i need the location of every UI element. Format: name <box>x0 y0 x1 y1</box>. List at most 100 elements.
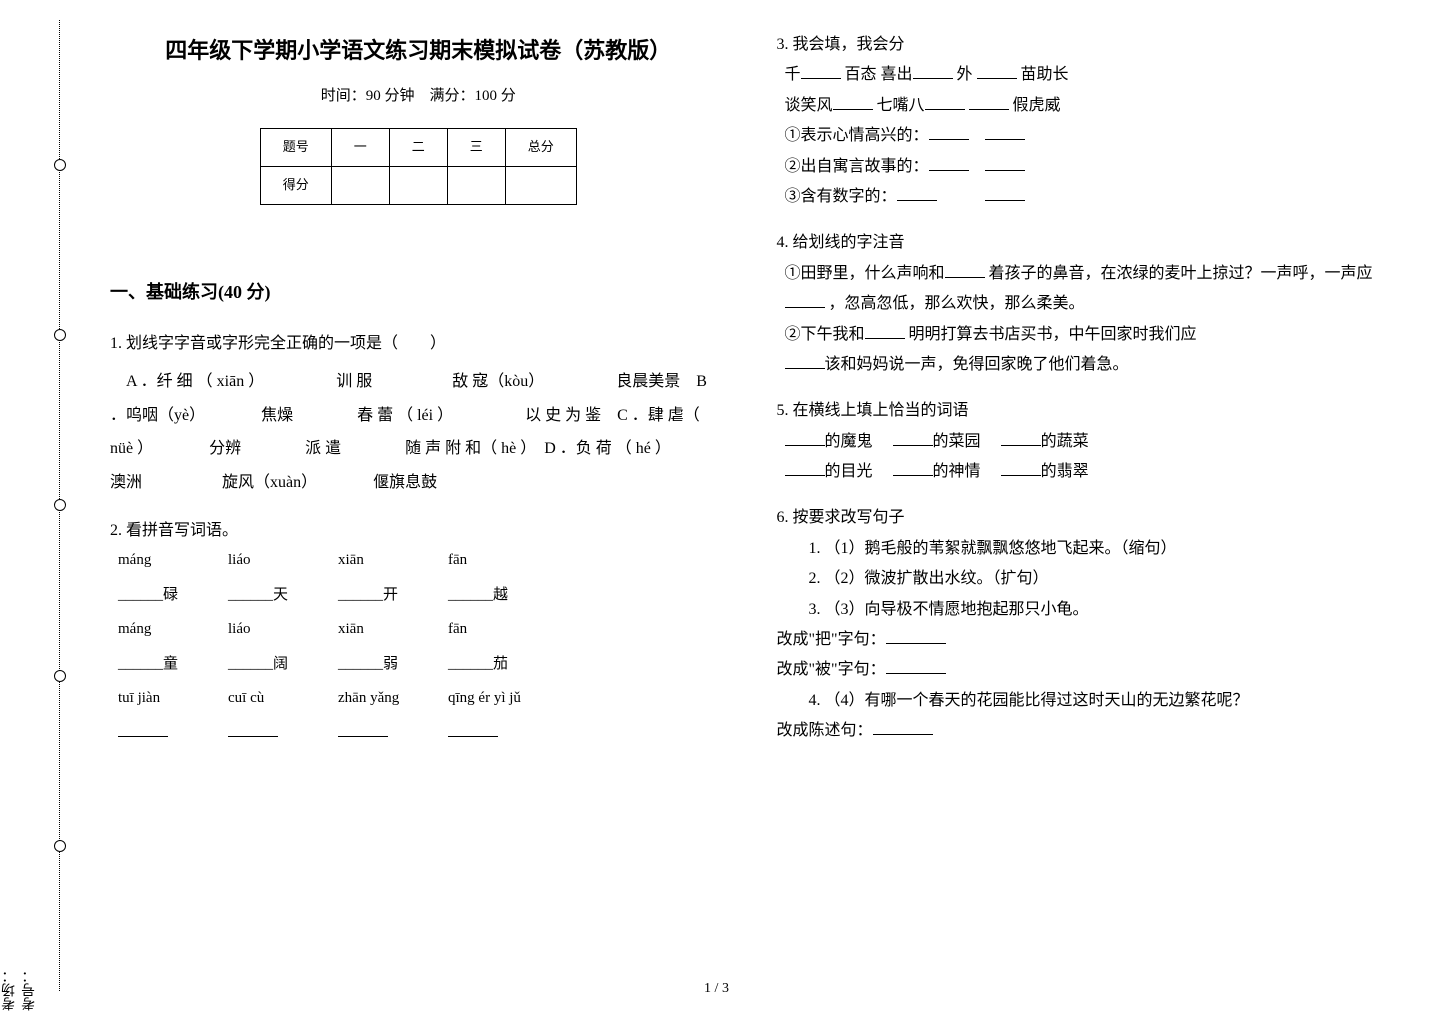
q3-cat-label: ②出自寓言故事的： <box>785 158 929 175</box>
q6-stem: 6. 按要求改写句子 <box>777 503 1394 533</box>
q3-stem: 3. 我会填，我会分 <box>777 30 1394 60</box>
q5-body: 的魔鬼 的菜园 的蔬菜 的目光 的神情 的翡翠 <box>785 427 1394 488</box>
q3-frag: 苗助长 <box>1021 66 1069 83</box>
q3-frag: 谈笑风 <box>785 97 833 114</box>
question-1: 1. 划线字字音或字形完全正确的一项是（ ） A ．纤 细 （ xiān ） 训… <box>110 329 727 500</box>
q5-word: 的菜园 <box>933 433 981 450</box>
q3-cat2: ②出自寓言故事的： <box>785 152 1394 182</box>
worksheet: 四年级下学期小学语文练习期末模拟试卷（苏教版） 时间：90 分钟 满分：100 … <box>100 0 1433 1011</box>
q3-frag: 百态 喜出 <box>845 66 913 83</box>
pinyin-cell: ______越 <box>448 581 538 610</box>
score-cell <box>331 166 389 204</box>
score-cell <box>389 166 447 204</box>
q3-line2: 谈笑风 七嘴八 假虎威 <box>785 91 1394 121</box>
q5-word: 的神情 <box>933 463 981 480</box>
q6-s1: 1. （1）鹅毛般的苇絮就飘飘悠悠地飞起来。（缩句） <box>809 534 1394 564</box>
q3-cat-label: ①表示心情高兴的： <box>785 127 929 144</box>
question-4: 4. 给划线的字注音 ①田野里，什么声响和 着孩子的鼻音，在浓绿的麦叶上掠过？一… <box>777 228 1394 380</box>
score-col: 一 <box>331 129 389 167</box>
score-col: 二 <box>389 129 447 167</box>
question-2: 2. 看拼音写词语。 máng liáo xiān fān ______碌 __… <box>110 516 727 747</box>
pinyin-cell: fān <box>448 615 538 644</box>
pinyin-cell: zhān yǎng <box>338 684 428 713</box>
pinyin-cell: ______茄 <box>448 650 538 679</box>
q3-cat3: ③含有数字的： <box>785 182 1394 212</box>
left-column: 四年级下学期小学语文练习期末模拟试卷（苏教版） 时间：90 分钟 满分：100 … <box>110 30 727 991</box>
pinyin-cell <box>118 719 208 748</box>
q3-body: 千 百态 喜出 外 苗助长 谈笑风 七嘴八 假虎威 ①表示心情高兴的： ②出自寓… <box>785 60 1394 212</box>
q3-frag: 千 <box>785 66 801 83</box>
q3-frag: 外 <box>957 66 977 83</box>
score-col: 题号 <box>260 129 331 167</box>
pinyin-cell <box>448 719 538 748</box>
pinyin-cell: ______童 <box>118 650 208 679</box>
q4-body: ①田野里，什么声响和 着孩子的鼻音，在浓绿的麦叶上掠过？一声呼，一声应 ，忽高忽… <box>785 259 1394 381</box>
score-cell <box>447 166 505 204</box>
q4-frag: ①田野里，什么声响和 <box>785 265 945 282</box>
score-cell <box>505 166 576 204</box>
question-6: 6. 按要求改写句子 1. （1）鹅毛般的苇絮就飘飘悠悠地飞起来。（缩句） 2.… <box>777 503 1394 746</box>
right-column: 3. 我会填，我会分 千 百态 喜出 外 苗助长 谈笑风 七嘴八 假虎威 ①表示… <box>777 30 1394 991</box>
pinyin-cell: ______阔 <box>228 650 318 679</box>
q1-stem: 1. 划线字字音或字形完全正确的一项是（ ） <box>110 329 727 359</box>
q6-s4: 4. （4）有哪一个春天的花园能比得过这时天山的无边繁花呢？ <box>809 686 1394 716</box>
section-heading: 一、基础练习(40 分) <box>110 275 727 309</box>
q3-line1: 千 百态 喜出 外 苗助长 <box>785 60 1394 90</box>
q5-stem: 5. 在横线上填上恰当的词语 <box>777 396 1394 426</box>
q6-label: 改成"被"字句： <box>777 661 886 678</box>
q6-bei: 改成"被"字句： <box>777 655 1394 685</box>
q5-word: 的翡翠 <box>1041 463 1089 480</box>
binding-label: 考场： <box>0 0 20 1011</box>
pinyin-cell: ______弱 <box>338 650 428 679</box>
q3-cat-label: ③含有数字的： <box>785 188 897 205</box>
page-title: 四年级下学期小学语文练习期末模拟试卷（苏教版） <box>110 30 727 72</box>
q4-frag: ，忽高忽低，那么欢快，那么柔美。 <box>829 295 1085 312</box>
table-row: 得分 <box>260 166 576 204</box>
pinyin-cell: máng <box>118 546 208 575</box>
q5-word: 的魔鬼 <box>825 433 873 450</box>
pinyin-cell: máng <box>118 615 208 644</box>
q2-stem: 2. 看拼音写词语。 <box>110 516 727 546</box>
pinyin-cell: ______开 <box>338 581 428 610</box>
q4-frag: ②下午我和 <box>785 326 865 343</box>
page-number: 1 / 3 <box>704 981 729 997</box>
question-3: 3. 我会填，我会分 千 百态 喜出 外 苗助长 谈笑风 七嘴八 假虎威 ①表示… <box>777 30 1394 212</box>
pinyin-cell: ______碌 <box>118 581 208 610</box>
pinyin-cell <box>228 719 318 748</box>
pinyin-cell: tuī jiàn <box>118 684 208 713</box>
binding-label: 考号： <box>20 0 40 1011</box>
question-5: 5. 在横线上填上恰当的词语 的魔鬼 的菜园 的蔬菜 的目光 的神情 的翡翠 <box>777 396 1394 487</box>
q4-stem: 4. 给划线的字注音 <box>777 228 1394 258</box>
pinyin-cell: fān <box>448 546 538 575</box>
q4-frag: 着孩子的鼻音，在浓绿的麦叶上掠过？一声呼，一声应 <box>989 265 1373 282</box>
q4-frag: 明明打算去书店买书，中午回家时我们应 <box>909 326 1197 343</box>
q4-frag: 该和妈妈说一声，免得回家晚了他们着急。 <box>825 356 1129 373</box>
binding-circles <box>54 0 66 1011</box>
pinyin-cell: liáo <box>228 615 318 644</box>
q6-ba: 改成"把"字句： <box>777 625 1394 655</box>
pinyin-cell: liáo <box>228 546 318 575</box>
q5-word: 的蔬菜 <box>1041 433 1089 450</box>
score-table: 题号 一 二 三 总分 得分 <box>260 128 577 204</box>
pinyin-cell: cuī cù <box>228 684 318 713</box>
pinyin-cell <box>338 719 428 748</box>
pinyin-cell: xiān <box>338 546 428 575</box>
pinyin-grid: máng liáo xiān fān ______碌 ______天 _____… <box>118 546 538 747</box>
score-col: 总分 <box>505 129 576 167</box>
q6-decl: 改成陈述句： <box>777 716 1394 746</box>
q6-label: 改成"把"字句： <box>777 631 886 648</box>
q6-s2: 2. （2）微波扩散出水纹。（扩句） <box>809 564 1394 594</box>
q3-cat1: ①表示心情高兴的： <box>785 121 1394 151</box>
binding-strip: 考号： 考场： 姓名： 班级： 学校： <box>0 0 100 1011</box>
time-score-line: 时间：90 分钟 满分：100 分 <box>110 82 727 111</box>
score-row-label: 得分 <box>260 166 331 204</box>
q3-frag: 七嘴八 <box>877 97 925 114</box>
q6-label: 改成陈述句： <box>777 722 873 739</box>
score-col: 三 <box>447 129 505 167</box>
table-row: 题号 一 二 三 总分 <box>260 129 576 167</box>
q5-word: 的目光 <box>825 463 873 480</box>
pinyin-cell: qīng ér yì jǔ <box>448 684 538 713</box>
q1-choices: A ．纤 细 （ xiān ） 训 服 敌 寇（kòu） 良晨美景 B ．呜咽（… <box>110 365 727 499</box>
binding-labels: 考号： 考场： 姓名： 班级： 学校： <box>10 0 40 1011</box>
pinyin-cell: ______天 <box>228 581 318 610</box>
